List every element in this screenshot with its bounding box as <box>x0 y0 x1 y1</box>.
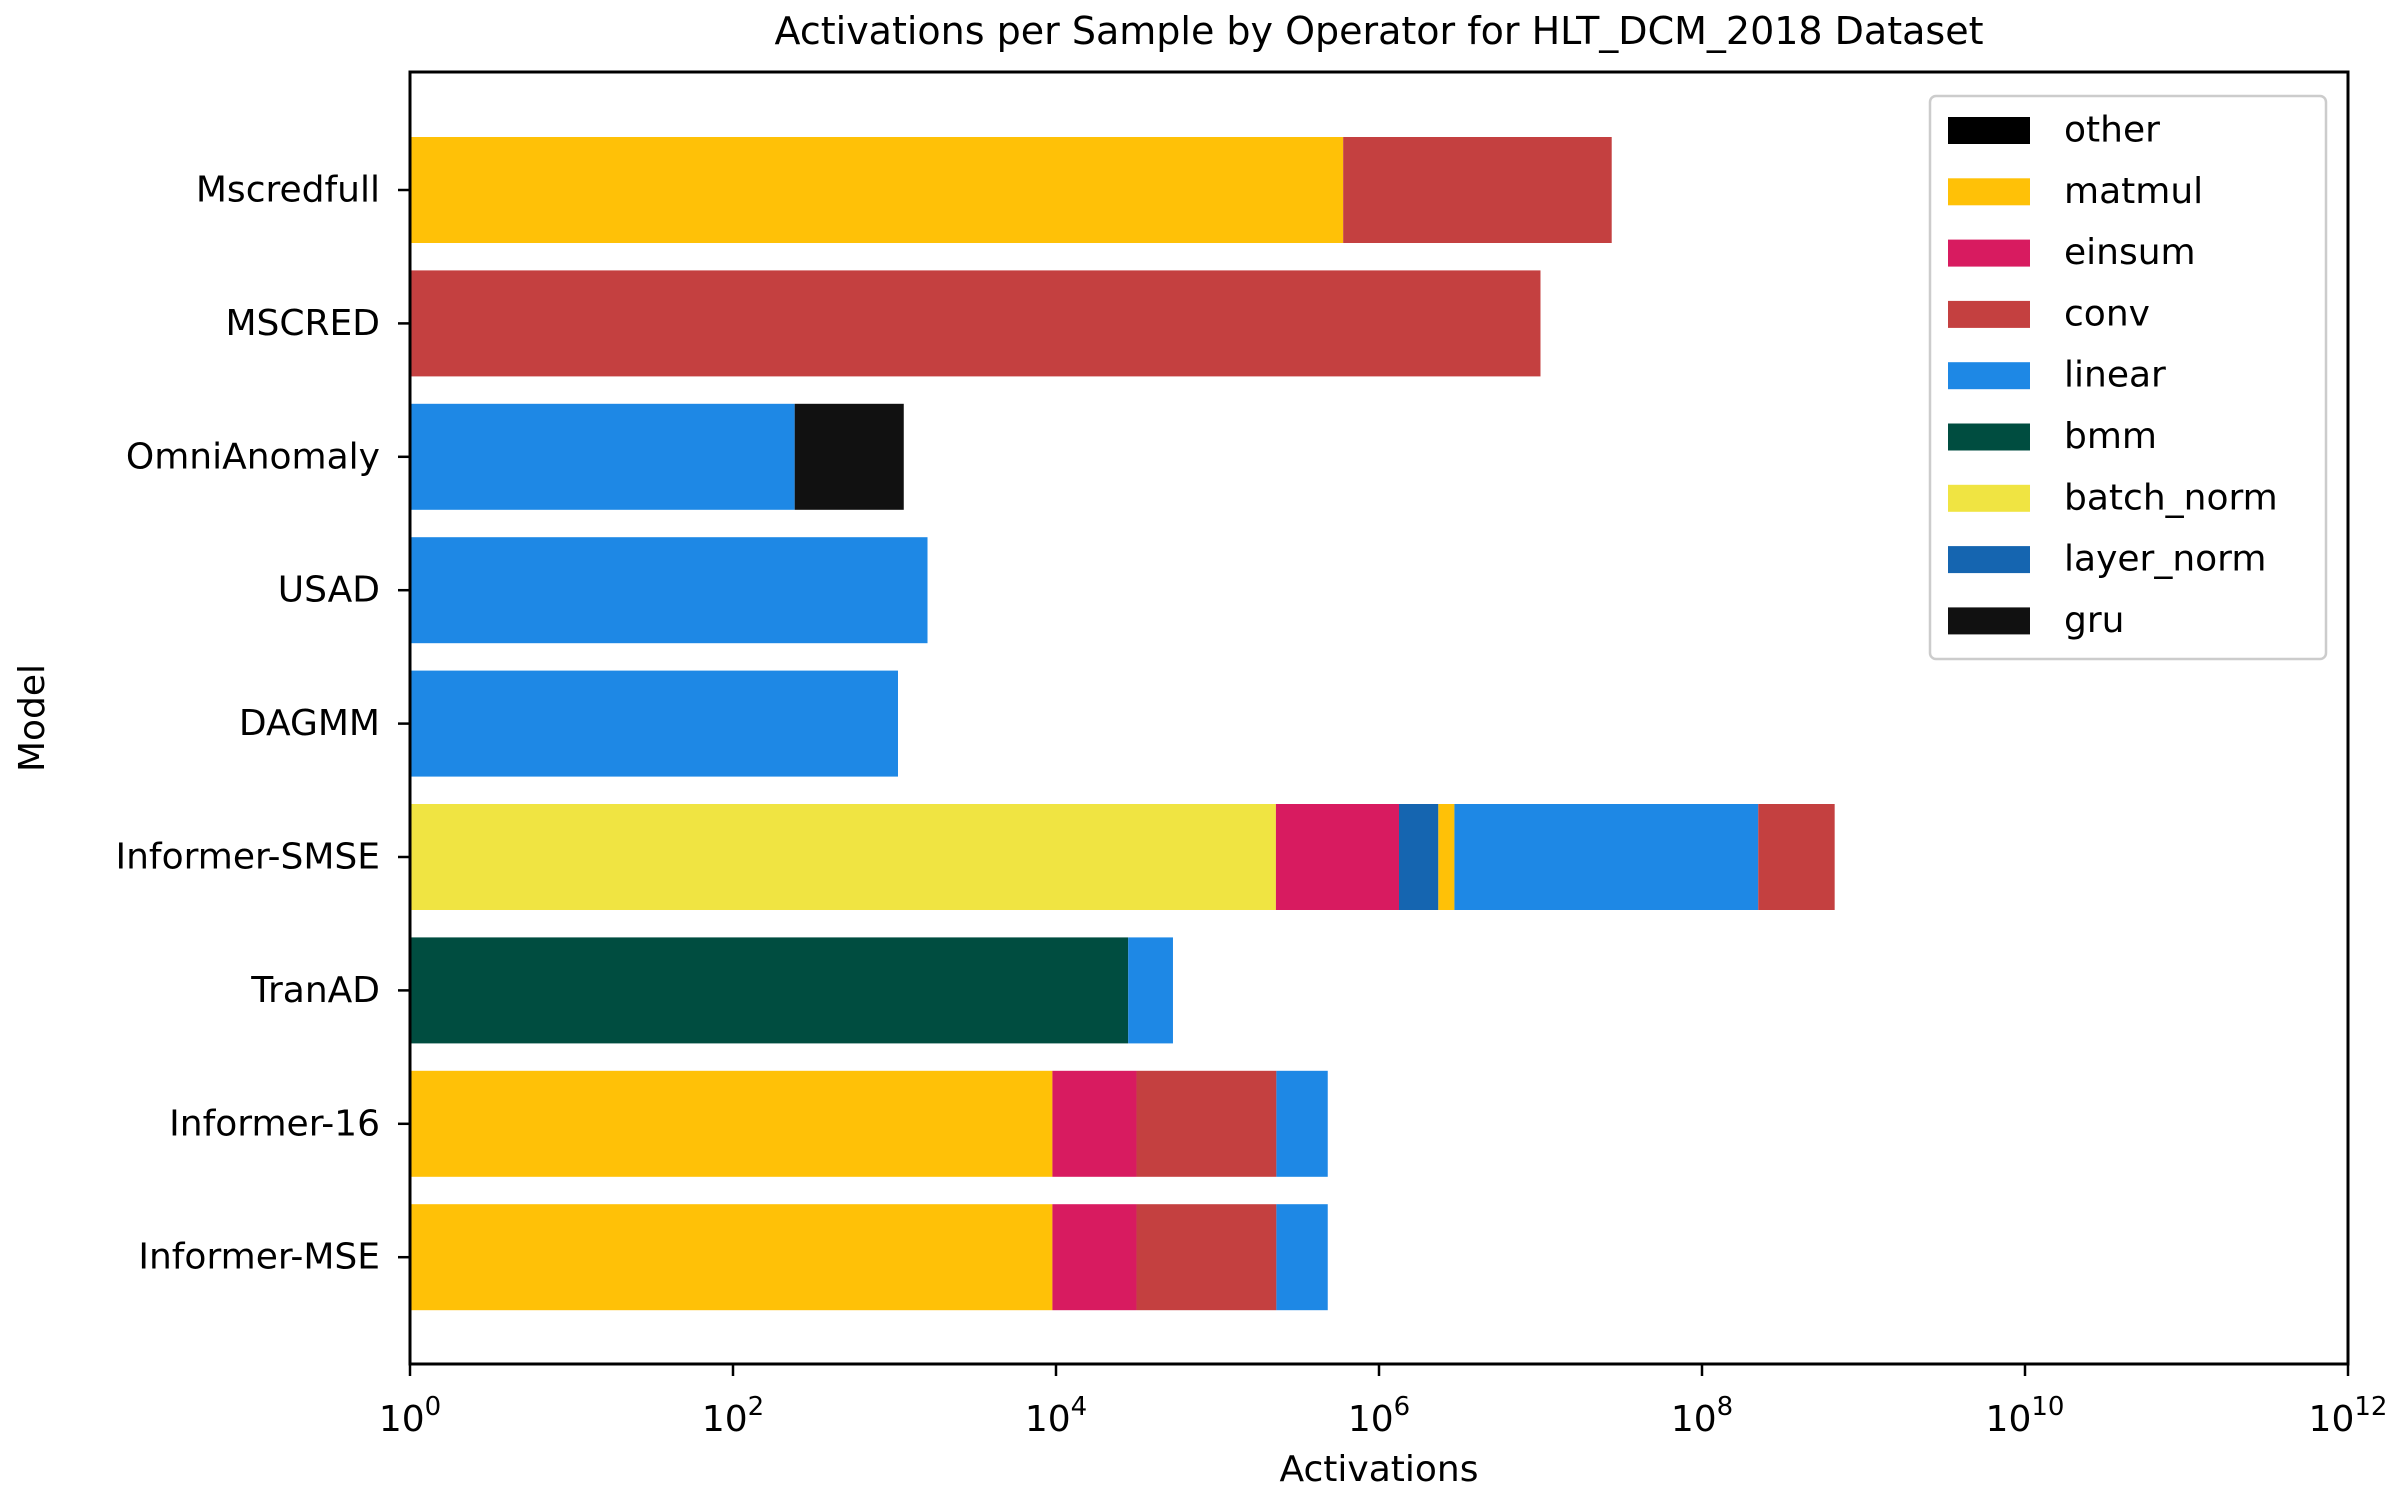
legend-label-layer-norm: layer_norm <box>2064 539 2266 580</box>
bar-dagmm-linear <box>410 670 898 777</box>
x-ticks: 100 102 104 106 108 1010 1012 <box>379 1364 2388 1440</box>
bar-informer-16-linear <box>1276 1070 1328 1177</box>
bar-informer-16-einsum <box>1052 1070 1137 1177</box>
legend-swatch-bmm <box>1948 423 2030 451</box>
y-tick-label: Informer-MSE <box>138 1237 380 1278</box>
y-tick-label: Mscredfull <box>196 170 380 211</box>
bar-informer-16-conv <box>1136 1070 1277 1177</box>
legend-label-batch-norm: batch_norm <box>2064 477 2278 518</box>
legend-label-einsum: einsum <box>2064 232 2196 273</box>
bar-informer-mse-linear <box>1276 1204 1328 1311</box>
legend-label-linear: linear <box>2064 355 2166 396</box>
x-tick-label: 102 <box>702 1392 764 1440</box>
bar-informer-smse-conv <box>1758 804 1835 910</box>
bar-informer-smse-layer-norm <box>1399 804 1439 910</box>
bar-usad-linear <box>410 537 928 644</box>
bar-informer-16-matmul <box>410 1070 1053 1177</box>
bar-informer-mse-conv <box>1136 1204 1277 1311</box>
x-tick-label: 104 <box>1025 1392 1087 1440</box>
legend-label-gru: gru <box>2064 600 2124 641</box>
legend-swatch-other <box>1948 117 2030 144</box>
bar-informer-smse-batch-norm <box>410 804 1276 910</box>
bar-omnianomaly-linear <box>410 403 795 510</box>
y-ticks: Mscredfull MSCRED OmniAnomaly USAD DAGMM Info… <box>115 170 410 1278</box>
y-tick-label: TranAD <box>250 970 380 1011</box>
bars-layer <box>410 137 1835 1311</box>
chart-title: Activations per Sample by Operator for H… <box>775 9 1984 53</box>
legend-swatch-gru <box>1948 607 2030 635</box>
bar-informer-mse-einsum <box>1052 1204 1137 1311</box>
y-tick-label: DAGMM <box>239 703 380 744</box>
bar-informer-smse-linear <box>1454 804 1759 910</box>
x-axis-label: Activations <box>1280 1449 1479 1490</box>
legend-label-matmul: matmul <box>2064 171 2203 212</box>
y-tick-label: OmniAnomaly <box>126 436 380 477</box>
y-tick-label: Informer-SMSE <box>115 837 380 878</box>
y-tick-label: MSCRED <box>225 303 380 344</box>
x-tick-label: 106 <box>1348 1392 1410 1440</box>
legend-swatch-layer-norm <box>1948 546 2030 574</box>
x-tick-label: 100 <box>379 1392 441 1440</box>
bar-mscredfull-conv <box>1343 137 1612 243</box>
legend-label-other: other <box>2064 110 2160 151</box>
bar-informer-mse-matmul <box>410 1204 1053 1311</box>
legend-swatch-conv <box>1948 300 2030 328</box>
bar-tranad-bmm <box>410 937 1129 1044</box>
bar-informer-smse-einsum <box>1275 804 1399 910</box>
legend-swatch-matmul <box>1948 178 2030 206</box>
bar-informer-smse-matmul <box>1438 804 1455 910</box>
legend-swatch-einsum <box>1948 239 2030 267</box>
legend: other matmul einsum conv linear bmm batch_norm… <box>1928 94 2328 661</box>
y-axis-label: Model <box>12 664 53 772</box>
legend-swatch-batch-norm <box>1948 484 2030 512</box>
bar-omnianomaly-gru <box>794 403 904 510</box>
x-tick-label: 1012 <box>2309 1392 2388 1440</box>
legend-label-bmm: bmm <box>2064 416 2157 457</box>
bar-mscred-conv <box>410 270 1541 377</box>
x-tick-label: 1010 <box>1986 1392 2065 1440</box>
legend-box <box>1928 94 2328 661</box>
y-tick-label: Informer-16 <box>169 1103 380 1144</box>
bar-mscredfull-matmul <box>410 137 1344 243</box>
bar-tranad-linear <box>1128 937 1173 1044</box>
x-tick-label: 108 <box>1671 1392 1733 1440</box>
legend-label-conv: conv <box>2064 293 2150 334</box>
legend-swatch-linear <box>1948 362 2030 390</box>
y-tick-label: USAD <box>278 570 380 611</box>
